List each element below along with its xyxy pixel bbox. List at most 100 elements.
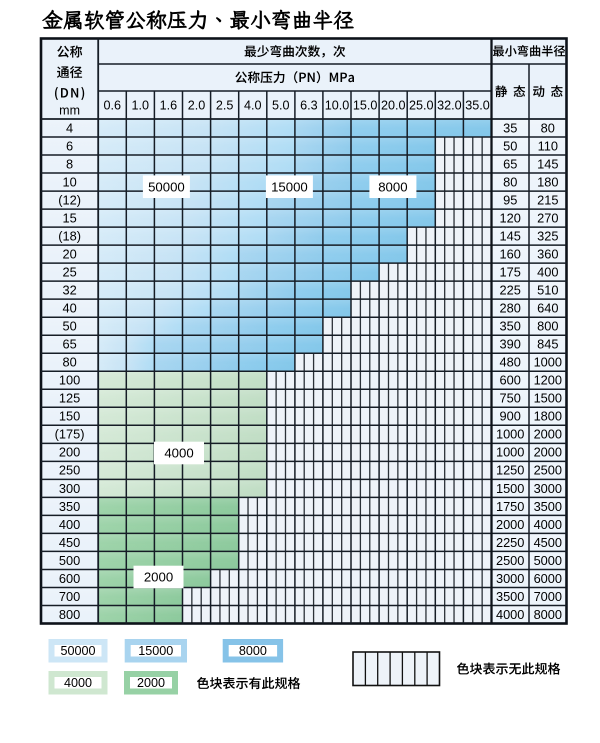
svg-text:2250: 2250 [496, 535, 524, 550]
svg-text:50: 50 [62, 319, 76, 334]
svg-text:15.0: 15.0 [353, 99, 378, 113]
svg-text:2500: 2500 [534, 463, 562, 478]
svg-text:3500: 3500 [534, 499, 562, 514]
svg-text:175: 175 [500, 265, 521, 280]
svg-text:125: 125 [59, 391, 80, 406]
svg-text:360: 360 [537, 247, 558, 262]
svg-text:1.6: 1.6 [160, 99, 178, 113]
svg-text:4.0: 4.0 [244, 99, 262, 113]
svg-text:2000: 2000 [534, 445, 562, 460]
svg-text:4000: 4000 [64, 676, 92, 690]
svg-text:(18): (18) [58, 229, 81, 244]
svg-text:4: 4 [66, 120, 73, 135]
svg-text:2500: 2500 [496, 553, 524, 568]
svg-text:80: 80 [62, 355, 76, 370]
svg-text:350: 350 [500, 319, 521, 334]
svg-text:2000: 2000 [534, 427, 562, 442]
svg-text:0.6: 0.6 [103, 99, 121, 113]
svg-text:225: 225 [500, 283, 521, 298]
svg-text:2.5: 2.5 [216, 99, 234, 113]
svg-text:800: 800 [59, 607, 80, 622]
svg-text:10: 10 [62, 175, 76, 190]
svg-text:600: 600 [59, 571, 80, 586]
svg-text:450: 450 [59, 535, 80, 550]
svg-text:7000: 7000 [534, 589, 562, 604]
svg-text:15000: 15000 [271, 179, 308, 194]
svg-text:5.0: 5.0 [272, 99, 290, 113]
svg-text:65: 65 [503, 156, 517, 171]
svg-text:280: 280 [500, 301, 521, 316]
svg-text:2.0: 2.0 [188, 99, 206, 113]
svg-text:35: 35 [503, 120, 517, 135]
svg-text:6: 6 [66, 138, 73, 153]
svg-text:2000: 2000 [144, 570, 173, 585]
svg-text:1750: 1750 [496, 499, 524, 514]
svg-text:1000: 1000 [496, 445, 524, 460]
svg-text:270: 270 [537, 211, 558, 226]
svg-text:2000: 2000 [137, 676, 165, 690]
svg-text:600: 600 [500, 373, 521, 388]
svg-text:300: 300 [59, 481, 80, 496]
svg-text:6000: 6000 [534, 571, 562, 586]
svg-text:3000: 3000 [534, 481, 562, 496]
svg-text:200: 200 [59, 445, 80, 460]
svg-text:8000: 8000 [378, 179, 407, 194]
svg-text:1200: 1200 [534, 373, 562, 388]
svg-text:50000: 50000 [148, 179, 185, 194]
svg-text:510: 510 [537, 283, 558, 298]
svg-text:3000: 3000 [496, 571, 524, 586]
svg-text:(12): (12) [58, 193, 81, 208]
svg-text:145: 145 [500, 229, 521, 244]
svg-text:1.0: 1.0 [132, 99, 150, 113]
svg-text:180: 180 [537, 175, 558, 190]
svg-text:5000: 5000 [534, 553, 562, 568]
svg-text:mm: mm [59, 104, 80, 118]
svg-text:250: 250 [59, 463, 80, 478]
svg-text:80: 80 [541, 120, 555, 135]
svg-text:15000: 15000 [138, 644, 173, 658]
svg-text:32: 32 [62, 283, 76, 298]
svg-text:800: 800 [537, 319, 558, 334]
svg-text:1500: 1500 [534, 391, 562, 406]
svg-text:350: 350 [59, 499, 80, 514]
svg-text:4000: 4000 [496, 607, 524, 622]
svg-text:50: 50 [503, 138, 517, 153]
svg-text:1500: 1500 [496, 481, 524, 496]
svg-text:215: 215 [537, 193, 558, 208]
svg-text:2000: 2000 [496, 517, 524, 532]
svg-text:4000: 4000 [164, 446, 193, 461]
svg-text:3500: 3500 [496, 589, 524, 604]
svg-text:10.0: 10.0 [325, 99, 350, 113]
svg-text:145: 145 [537, 156, 558, 171]
svg-text:1000: 1000 [496, 427, 524, 442]
svg-text:95: 95 [503, 193, 517, 208]
svg-text:8: 8 [66, 156, 73, 171]
svg-text:100: 100 [59, 373, 80, 388]
svg-text:390: 390 [500, 337, 521, 352]
svg-text:4000: 4000 [534, 517, 562, 532]
svg-text:845: 845 [537, 337, 558, 352]
svg-text:25: 25 [62, 265, 76, 280]
svg-text:25.0: 25.0 [409, 99, 434, 113]
svg-text:900: 900 [500, 409, 521, 424]
svg-text:1000: 1000 [534, 355, 562, 370]
svg-text:40: 40 [62, 301, 76, 316]
svg-text:120: 120 [500, 211, 521, 226]
svg-text:8000: 8000 [534, 607, 562, 622]
svg-text:15: 15 [62, 211, 76, 226]
svg-text:750: 750 [500, 391, 521, 406]
svg-text:400: 400 [59, 517, 80, 532]
svg-text:700: 700 [59, 589, 80, 604]
svg-text:480: 480 [500, 355, 521, 370]
svg-text:20: 20 [62, 247, 76, 262]
svg-text:(175): (175) [55, 427, 85, 442]
svg-text:4500: 4500 [534, 535, 562, 550]
svg-text:20.0: 20.0 [381, 99, 406, 113]
svg-text:32.0: 32.0 [437, 99, 462, 113]
svg-text:35.0: 35.0 [465, 99, 490, 113]
svg-text:640: 640 [537, 301, 558, 316]
svg-text:6.3: 6.3 [300, 99, 318, 113]
svg-text:1250: 1250 [496, 463, 524, 478]
svg-text:500: 500 [59, 553, 80, 568]
svg-text:50000: 50000 [60, 644, 95, 658]
